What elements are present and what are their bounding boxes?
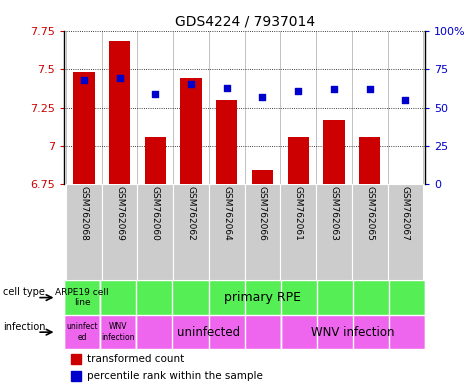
Bar [73,72,95,184]
Bar [180,78,202,184]
Point [366,86,373,92]
Text: GSM762062: GSM762062 [187,186,196,241]
Bar [216,100,238,184]
Text: WNV
infection: WNV infection [102,323,135,342]
Bar [287,137,309,184]
Text: GSM762069: GSM762069 [115,186,124,241]
Bar [359,137,380,184]
Bar [64,315,100,349]
Point [259,94,266,100]
Text: GSM762063: GSM762063 [330,186,339,241]
Text: uninfected: uninfected [177,326,240,339]
Bar [173,184,209,280]
Bar [102,184,137,280]
Point [294,88,302,94]
Text: GSM762067: GSM762067 [401,186,410,241]
Text: WNV infection: WNV infection [311,326,395,339]
Text: GSM762060: GSM762060 [151,186,160,241]
Text: uninfect
ed: uninfect ed [66,323,98,342]
Bar [252,170,273,184]
Text: GSM762066: GSM762066 [258,186,267,241]
Text: ARPE19 cell
line: ARPE19 cell line [56,288,109,307]
Bar [323,120,345,184]
Point [187,81,195,88]
Text: primary RPE: primary RPE [224,291,301,304]
Bar [144,137,166,184]
Point [402,97,409,103]
Text: GSM762065: GSM762065 [365,186,374,241]
Point [152,91,159,97]
Text: percentile rank within the sample: percentile rank within the sample [87,371,263,381]
Bar [137,184,173,280]
Bar [352,184,388,280]
Title: GDS4224 / 7937014: GDS4224 / 7937014 [175,14,314,28]
Bar [136,315,281,349]
Text: GSM762064: GSM762064 [222,186,231,241]
Bar [71,371,81,381]
Text: GSM762068: GSM762068 [79,186,88,241]
Point [330,86,338,92]
Bar [71,354,81,364]
Bar [280,184,316,280]
Point [223,84,230,91]
Text: GSM762061: GSM762061 [294,186,303,241]
Point [80,77,87,83]
Bar [388,184,423,280]
Text: cell type: cell type [3,287,45,298]
Text: transformed count: transformed count [87,354,184,364]
Bar [100,315,136,349]
Point [116,75,124,81]
Bar [64,280,100,315]
Bar [281,315,425,349]
Bar [66,184,102,280]
Bar [245,184,280,280]
Text: infection: infection [3,322,46,332]
Bar [316,184,352,280]
Bar [209,184,245,280]
Bar [109,41,130,184]
